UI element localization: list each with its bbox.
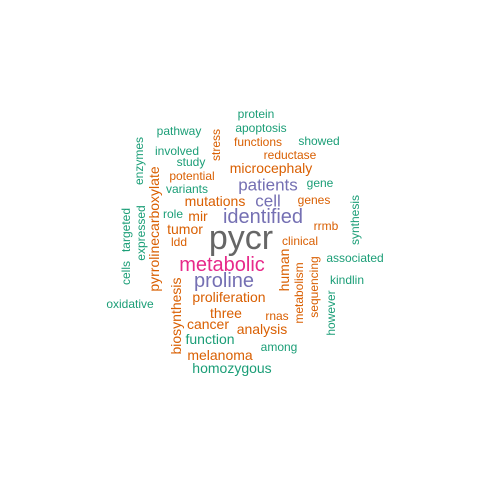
word-gene: gene (306, 176, 334, 190)
word-metabolism: metabolism (292, 262, 306, 324)
word-functions: functions (233, 135, 283, 149)
word-pycr: pycr (208, 219, 274, 257)
word-showed: showed (298, 134, 340, 148)
word-involved: involved (154, 144, 200, 158)
word-mir: mir (188, 208, 208, 224)
word-metabolic: metabolic (179, 254, 265, 276)
word-human: human (276, 248, 292, 292)
word-protein: protein (237, 107, 275, 121)
word-however: however (324, 290, 338, 336)
word-variants: variants (165, 182, 209, 196)
word-rrmb: rrmb (313, 219, 339, 233)
word-potential: potential (169, 169, 215, 183)
word-cancer: cancer (186, 316, 230, 332)
word-mutations: mutations (184, 193, 246, 209)
word-clinical: clinical (281, 234, 319, 248)
word-targeted: targeted (119, 207, 133, 253)
word-melanoma: melanoma (187, 347, 253, 363)
word-associated: associated (326, 251, 384, 265)
word-reductase: reductase (263, 148, 317, 162)
word-enzymes: enzymes (132, 136, 146, 186)
word-patients: patients (238, 175, 298, 195)
word-three: three (210, 305, 242, 321)
word-study: study (176, 155, 206, 169)
word-microcephaly: microcephaly (229, 160, 313, 176)
word-sequencing: sequencing (307, 256, 321, 318)
word-tumor: tumor (167, 221, 203, 237)
word-analysis: analysis (236, 321, 288, 337)
word-cell: cell (255, 191, 281, 211)
word-proliferation: proliferation (192, 289, 266, 305)
word-pyrrolinecarboxylate: pyrrolinecarboxylate (146, 166, 162, 292)
word-role: role (162, 207, 184, 221)
word-rnas: rnas (265, 309, 289, 323)
word-ldd: ldd (170, 235, 188, 249)
word-function: function (185, 331, 235, 347)
word-stress: stress (209, 128, 223, 162)
word-synthesis: synthesis (348, 194, 362, 246)
word-genes: genes (297, 193, 331, 207)
word-homozygous: homozygous (192, 360, 272, 376)
word-cells: cells (119, 260, 133, 286)
word-kindlin: kindlin (329, 273, 365, 287)
word-proline: proline (193, 270, 255, 292)
word-among: among (260, 340, 298, 354)
word-identified: identified (222, 206, 304, 228)
word-apoptosis: apoptosis (235, 121, 287, 135)
word-biosynthesis: biosynthesis (168, 277, 184, 355)
word-oxidative: oxidative (106, 297, 154, 311)
word-pathway: pathway (156, 124, 202, 138)
